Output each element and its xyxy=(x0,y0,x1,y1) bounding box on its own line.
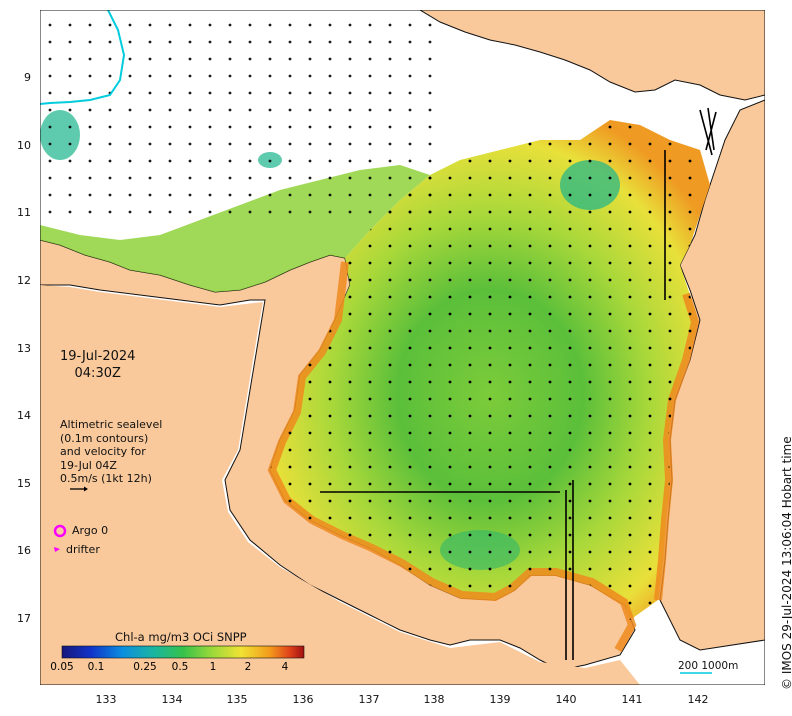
map-datetime: 19-Jul-2024 04:30Z xyxy=(60,348,135,382)
isobath-contour xyxy=(40,10,126,105)
lon-tick-138: 138 xyxy=(424,693,445,706)
lon-tick-140: 140 xyxy=(556,693,577,706)
map-date: 19-Jul-2024 xyxy=(60,349,136,364)
colorbar-title: Chl-a mg/m3 OCi SNPP xyxy=(115,630,247,644)
lat-tick-16: 16 xyxy=(17,544,31,557)
lat-tick-9: 9 xyxy=(24,71,31,84)
lat-tick-10: 10 xyxy=(17,139,31,152)
legend-line: Altimetric sealevel xyxy=(60,418,163,431)
lon-tick-labels: 133 134 135 136 137 138 139 140 141 142 xyxy=(96,693,709,706)
drifter-label: drifter xyxy=(66,543,100,556)
colorbar-tick: 2 xyxy=(244,661,252,673)
sealevel-legend: Altimetric sealevel (0.1m contours) and … xyxy=(60,418,162,486)
depth-scale-label: 200 1000m xyxy=(678,660,739,672)
drifter-marker-icon xyxy=(54,547,60,552)
legend-line: 19-Jul 04Z xyxy=(60,458,117,472)
lon-tick-137: 137 xyxy=(359,693,380,706)
legend-line: 0.5m/s (1kt 12h) xyxy=(60,472,152,485)
lat-tick-11: 11 xyxy=(17,206,31,219)
credit-text: © IMOS 29-Jul-2024 13:06:04 Hobart time xyxy=(780,436,792,690)
colorbar-tick: 0.05 xyxy=(50,661,74,673)
lon-tick-135: 135 xyxy=(227,693,248,706)
lon-tick-136: 136 xyxy=(293,693,314,706)
velocity-scale-arrow-icon xyxy=(70,486,88,492)
legend-line: and velocity for xyxy=(60,445,146,458)
colorbar-tick: 0.25 xyxy=(133,661,157,673)
map-time: 04:30Z xyxy=(74,366,121,381)
lat-tick-17: 17 xyxy=(17,612,31,625)
lon-tick-133: 133 xyxy=(96,693,117,706)
lon-tick-141: 141 xyxy=(622,693,643,706)
colorbar-tick: 0.5 xyxy=(171,661,189,673)
colorbar-tick: 0.1 xyxy=(87,661,105,673)
lat-tick-14: 14 xyxy=(17,409,31,422)
lat-tick-12: 12 xyxy=(17,274,31,287)
colorbar-tick: 1 xyxy=(209,661,217,673)
legend-line: (0.1m contours) xyxy=(60,431,149,445)
lon-tick-142: 142 xyxy=(688,693,709,706)
colorbar xyxy=(61,645,305,659)
argo-marker-icon xyxy=(53,524,67,538)
lon-tick-134: 134 xyxy=(162,693,183,706)
lat-tick-15: 15 xyxy=(17,477,31,490)
colorbar-tick: 4 xyxy=(281,661,289,673)
lat-tick-13: 13 xyxy=(17,342,31,355)
land-new-guinea xyxy=(419,10,765,101)
lat-tick-labels: 9 10 11 12 13 14 15 16 17 xyxy=(17,71,31,625)
lon-tick-139: 139 xyxy=(490,693,511,706)
argo-label: Argo 0 xyxy=(72,524,109,537)
